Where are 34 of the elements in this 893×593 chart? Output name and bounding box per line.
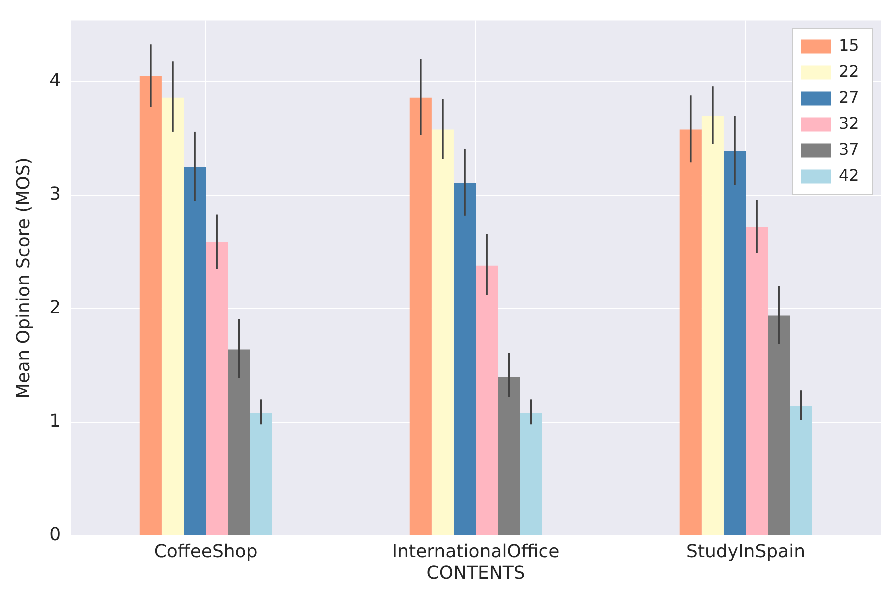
bar — [746, 227, 768, 536]
legend-label: 37 — [839, 140, 860, 159]
x-tick-label: CoffeeShop — [154, 541, 258, 562]
x-axis-title: CONTENTS — [426, 562, 526, 584]
bar — [520, 413, 542, 536]
bar — [768, 316, 790, 536]
y-tick-label: 4 — [50, 70, 62, 92]
legend-label: 42 — [839, 166, 860, 185]
legend-label: 27 — [839, 88, 860, 107]
bar — [410, 98, 432, 536]
bar — [140, 76, 162, 536]
bar — [250, 413, 272, 536]
y-tick-label: 2 — [50, 298, 62, 319]
bar — [454, 183, 476, 536]
x-tick-label: InternationalOffice — [392, 541, 560, 562]
bar — [724, 151, 746, 536]
bar — [206, 242, 228, 536]
legend-label: 32 — [839, 114, 860, 133]
y-tick-label: 0 — [50, 524, 62, 546]
bar — [228, 350, 250, 536]
bar — [498, 376, 520, 536]
legend-label: 22 — [839, 62, 860, 81]
bar — [790, 406, 812, 536]
bar — [432, 130, 454, 536]
y-tick-label: 1 — [50, 411, 62, 432]
legend-label: 15 — [839, 36, 860, 55]
bar — [162, 98, 184, 536]
bar — [184, 167, 206, 536]
bar — [476, 266, 498, 536]
bar — [702, 116, 724, 536]
y-tick-label: 3 — [50, 184, 62, 206]
y-axis-title: Mean Opinion Score (MOS) — [13, 158, 34, 399]
bar — [680, 130, 702, 536]
x-tick-label: StudyInSpain — [686, 541, 806, 562]
